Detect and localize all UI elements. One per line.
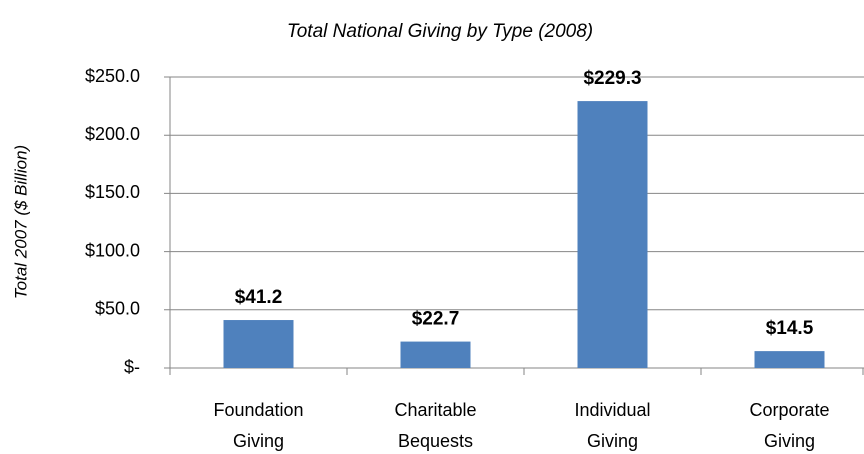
bar — [400, 341, 471, 368]
bar — [754, 351, 825, 368]
y-tick-label: $250.0 — [85, 66, 140, 86]
value-label: $22.7 — [412, 309, 460, 330]
y-tick-label: $100.0 — [85, 240, 140, 260]
value-label: $229.3 — [583, 68, 641, 89]
value-label: $41.2 — [235, 287, 283, 308]
x-tick-label: Giving — [587, 431, 638, 451]
x-tick-label: Corporate — [749, 400, 829, 420]
bar — [577, 101, 648, 369]
x-tick-label: Giving — [764, 431, 815, 451]
y-tick-label: $200.0 — [85, 124, 140, 144]
x-tick-label: Foundation — [213, 400, 303, 420]
x-tick-label: Charitable — [394, 400, 476, 420]
y-tick-label: $- — [124, 357, 140, 377]
x-tick-label: Bequests — [398, 431, 473, 451]
chart-title: Total National Giving by Type (2008) — [287, 21, 593, 42]
x-tick-label: Individual — [574, 400, 650, 420]
y-tick-label: $150.0 — [85, 182, 140, 202]
y-tick-label: $50.0 — [95, 299, 140, 319]
y-axis-label: Total 2007 ($ Billion) — [11, 145, 30, 299]
value-label: $14.5 — [766, 318, 814, 339]
bar — [223, 320, 294, 368]
x-tick-label: Giving — [233, 431, 284, 451]
